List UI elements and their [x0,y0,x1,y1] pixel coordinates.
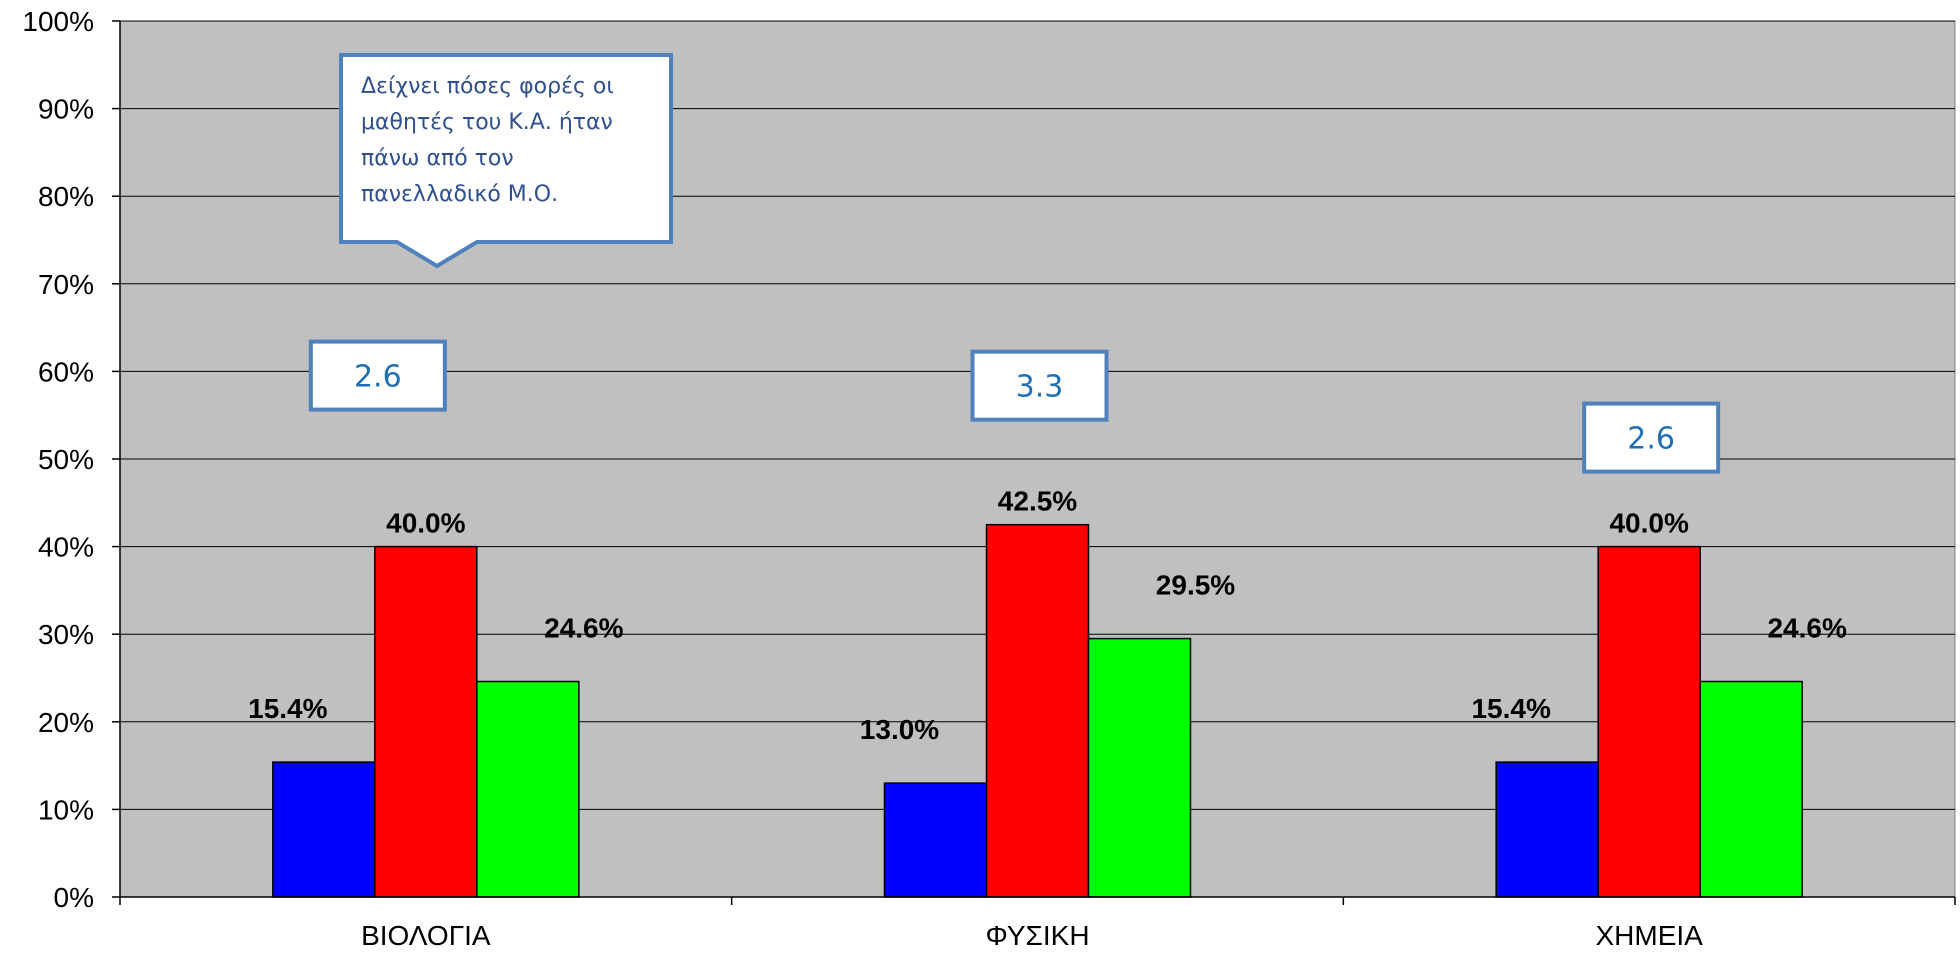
callout-bubble [339,53,673,269]
x-axis: ΒΙΟΛΟΓΙΑ ΦΥΣΙΚΗ ΧΗΜΕΙΑ [119,896,1956,951]
y-tick-label: 10% [38,794,94,825]
ratio-box-value: 2.6 [1627,422,1675,457]
bars [272,523,1803,898]
y-tick-label: 70% [38,269,94,300]
annotations: Δείχνει πόσες φορές οι μαθητές του Κ.Α. ή… [308,53,1721,474]
bar [374,545,478,898]
y-tick-label: 50% [38,444,94,475]
callout-text-line: Δείχνει πόσες φορές οι [361,74,614,99]
bar [272,761,376,898]
ratio-box-value: 3.3 [1016,370,1064,405]
data-label: 24.6% [1767,613,1846,644]
ratio-box-value: 2.6 [354,360,402,395]
x-category-label: ΧΗΜΕΙΑ [1595,920,1703,951]
data-label: 15.4% [248,693,327,724]
bar [1699,680,1803,898]
data-label: 42.5% [998,486,1077,517]
ratio-box [308,339,447,412]
bar [1087,637,1192,898]
y-tick-label: 100% [22,6,94,37]
ratio-box [970,349,1109,422]
data-label: 29.5% [1156,570,1235,601]
data-label: 24.6% [544,613,623,644]
callout-text-line: πανελλαδικό Μ.Ο. [361,182,558,207]
y-tick-label: 30% [38,619,94,650]
bar [476,680,580,898]
data-label: 13.0% [860,714,939,745]
y-tick-label: 40% [38,532,94,563]
y-tick-label: 90% [38,94,94,125]
y-tick-label: 80% [38,181,94,212]
data-label: 40.0% [1609,508,1688,539]
x-category-label: ΒΙΟΛΟΓΙΑ [361,920,491,951]
y-axis-ticks: 0% 10% 20% 30% 40% 50% 60% 70% 80% 90% 100% [22,6,121,913]
data-label: 15.4% [1471,693,1550,724]
bar [1495,761,1599,898]
bar [883,782,988,898]
data-labels: 15.4% 40.0% 24.6% 13.0% 42.5% 29.5% 15.4% 40.0%… [248,486,1847,745]
ratio-box [1582,401,1721,474]
x-category-label: ΦΥΣΙΚΗ [985,920,1089,951]
callout-text-line: πάνω από τον [361,146,514,171]
callout-text-line: μαθητές του Κ.Α. ήταν [361,110,613,135]
y-tick-label: 60% [38,356,94,387]
y-tick-label: 0% [54,882,94,913]
bar [1597,545,1701,898]
data-label: 40.0% [386,508,465,539]
bar [985,523,1090,898]
y-tick-label: 20% [38,707,94,738]
